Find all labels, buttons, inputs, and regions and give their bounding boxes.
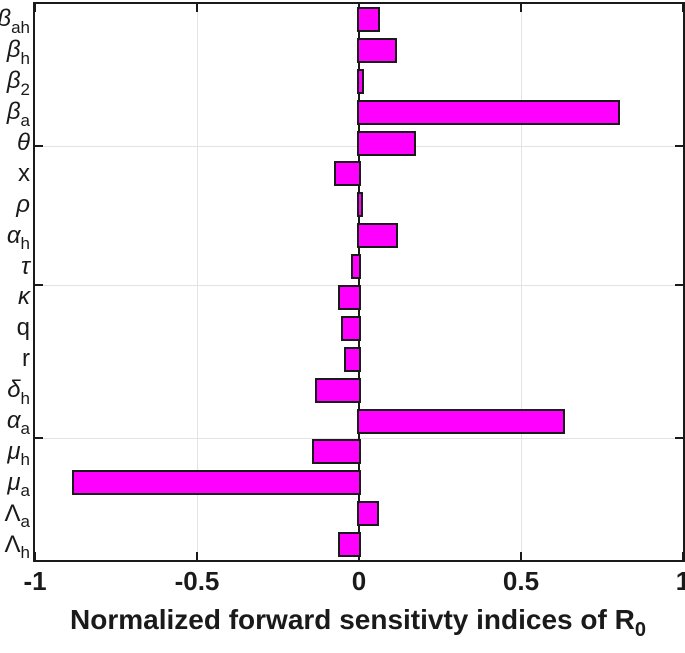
bar-alpha_a [357, 409, 566, 434]
bar-x [334, 161, 361, 186]
bar-beta_2 [357, 69, 365, 94]
bar-tau [350, 254, 361, 279]
y-label-symbol: β [6, 98, 21, 126]
y-tick-right [675, 284, 683, 286]
y-tick-left [35, 145, 43, 147]
y-label-symbol: τ [21, 252, 30, 280]
bar-rho [357, 192, 363, 217]
bar-beta_h [357, 38, 397, 63]
bar-beta_a [357, 100, 621, 125]
y-label-subscript: h [20, 543, 30, 563]
x-gridline [520, 4, 522, 560]
x-tick-bottom [682, 552, 684, 560]
y-label-q: q [0, 313, 30, 344]
y-label-symbol: δ [7, 376, 21, 404]
x-tick-bottom [520, 552, 522, 560]
x-axis-title-subscript: 0 [634, 619, 646, 641]
bar-q [340, 316, 361, 341]
y-label-subscript: a [20, 512, 30, 532]
y-label-symbol: μ [7, 437, 21, 465]
bar-Lambda_a [357, 501, 379, 526]
y-label-r: r [0, 344, 30, 375]
y-tick-right [675, 437, 683, 439]
y-label-symbol: μ [7, 468, 21, 496]
y-label-symbol: x [18, 159, 30, 187]
x-tick-label--1: -1 [23, 566, 47, 596]
y-label-rho: ρ [0, 189, 30, 220]
bar-beta_ah [357, 7, 381, 32]
bar-delta_h [314, 378, 361, 403]
y-label-subscript: a [20, 110, 30, 130]
bar-r [344, 347, 361, 372]
y-label-kappa: κ [0, 282, 30, 313]
x-tick-top [34, 4, 36, 12]
y-label-symbol: Λ [4, 499, 21, 527]
x-tick-bottom [34, 552, 36, 560]
y-label-subscript: ah [11, 17, 30, 37]
x-gridline [196, 4, 198, 560]
y-label-symbol: r [22, 345, 30, 373]
y-label-subscript: h [20, 450, 30, 470]
bar-theta [357, 131, 417, 156]
x-axis-title: Normalized forward sensitivty indices of… [33, 604, 683, 641]
y-label-subscript: a [20, 481, 30, 501]
x-tick-top [196, 4, 198, 12]
y-label-subscript: h [20, 234, 30, 254]
y-label-subscript: h [20, 48, 30, 68]
y-label-symbol: Λ [4, 530, 21, 558]
bar-alpha_h [357, 223, 399, 248]
y-label-tau: τ [0, 251, 30, 282]
y-label-beta_ah: βah [0, 4, 30, 37]
y-label-symbol: α [6, 221, 21, 249]
y-tick-right [675, 145, 683, 147]
x-tick-bottom [196, 552, 198, 560]
y-label-symbol: ρ [16, 190, 30, 218]
y-label-subscript: h [20, 388, 30, 408]
x-tick-label-0.5: 0.5 [502, 566, 540, 596]
zero-baseline [358, 4, 360, 560]
x-tick-top [682, 4, 684, 12]
y-label-symbol: β [0, 7, 11, 31]
x-tick-top [520, 4, 522, 12]
y-tick-left [35, 284, 43, 286]
y-label-symbol: α [6, 406, 21, 434]
x-tick-label-1: 1 [675, 566, 685, 596]
y-label-theta: θ [0, 128, 30, 159]
y-label-symbol: β [6, 67, 21, 95]
bar-mu_a [71, 470, 361, 495]
plot-area [33, 2, 685, 562]
x-axis-title-text: Normalized forward sensitivty indices of… [70, 604, 635, 635]
bar-Lambda_h [338, 532, 361, 557]
y-label-symbol: θ [16, 128, 30, 156]
x-tick-label--0.5: -0.5 [174, 566, 220, 596]
bar-kappa [337, 285, 361, 310]
bar-mu_h [311, 439, 361, 464]
y-label-subscript: 2 [20, 79, 30, 99]
y-label-x: x [0, 158, 30, 189]
y-label-symbol: κ [18, 283, 30, 311]
y-label-subscript: a [20, 419, 30, 439]
y-tick-left [35, 437, 43, 439]
y-label-symbol: q [16, 314, 30, 342]
x-tick-label-0: 0 [351, 566, 367, 596]
y-label-symbol: β [6, 36, 21, 64]
